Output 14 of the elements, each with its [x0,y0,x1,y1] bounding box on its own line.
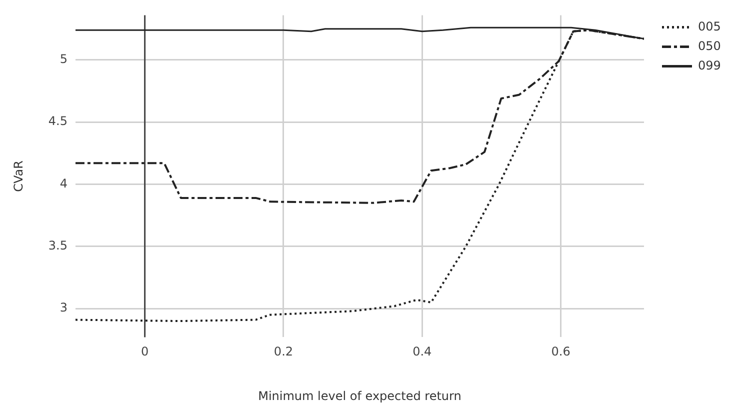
legend-label: 050 [698,38,721,53]
legend-label: 005 [698,19,721,34]
x-tick-label: 0 [140,344,149,359]
x-tick-label: 0.6 [551,344,570,359]
x-axis-title: Minimum level of expected return [258,388,462,403]
y-tick-label: 5 [60,52,68,66]
y-tick-label: 4 [60,176,68,190]
x-tick-label: 0.4 [412,344,432,359]
x-tick-label: 0.2 [274,344,294,359]
legend-label: 099 [698,58,721,72]
y-tick-label: 3 [60,300,68,315]
y-axis-title: CVaR [11,160,26,192]
y-tick-label: 4.5 [48,114,68,128]
y-tick-label: 3.5 [48,238,68,253]
